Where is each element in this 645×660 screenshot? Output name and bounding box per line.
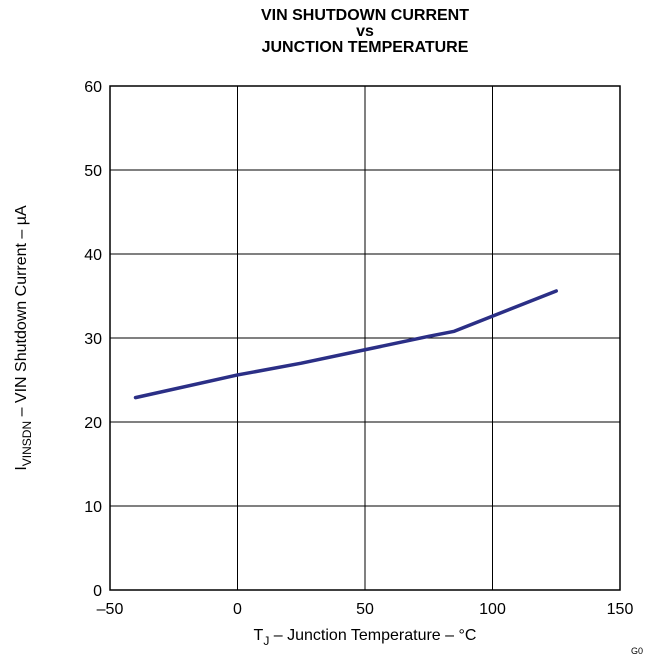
series-line: [133, 289, 558, 400]
y-tick-label: 10: [84, 499, 102, 516]
figure-code: G0: [630, 646, 643, 656]
y-tick-label: 50: [84, 163, 102, 180]
chart-title-line-2: vs: [356, 23, 374, 40]
x-tick-label: 50: [356, 601, 374, 618]
y-tick-label: 30: [84, 331, 102, 348]
grid-lines: [110, 86, 620, 590]
y-axis-label: IVINSDN – VIN Shutdown Current – µA: [13, 205, 34, 471]
plot-frame: [109, 85, 621, 591]
y-tick-label: 40: [84, 247, 102, 264]
x-tick-label: 0: [233, 601, 242, 618]
y-tick-label: 20: [84, 415, 102, 432]
x-tick-labels: –50 0 50 100 150: [97, 601, 634, 618]
chart-title-line-3: JUNCTION TEMPERATURE: [261, 39, 469, 56]
x-axis-label: TJ – Junction Temperature – °C: [254, 627, 477, 648]
y-tick-label: 60: [84, 79, 102, 96]
x-tick-label: 100: [479, 601, 506, 618]
series-layer: [133, 289, 558, 400]
x-tick-label: 150: [607, 601, 634, 618]
y-tick-labels: 0 10 20 30 40 50 60: [84, 79, 102, 600]
x-tick-label: –50: [97, 601, 124, 618]
y-tick-label: 0: [93, 583, 102, 600]
chart-title-line-1: VIN SHUTDOWN CURRENT: [261, 7, 469, 24]
